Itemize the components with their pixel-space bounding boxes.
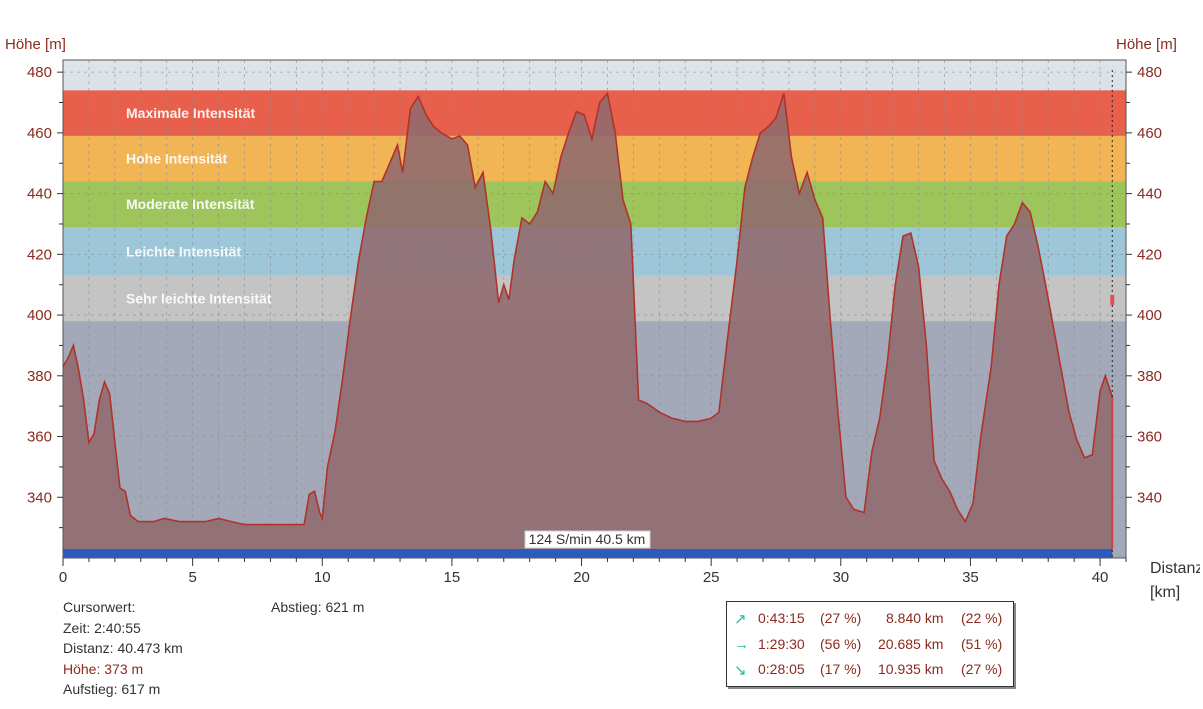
y-tick-label-right: 340	[1137, 489, 1162, 506]
y-tick-label-right: 440	[1137, 186, 1162, 203]
x-tick-label: 30	[832, 569, 849, 586]
intensity-zone-label: Sehr leichte Intensität	[126, 290, 272, 306]
y-tick-label-left: 360	[27, 429, 52, 446]
cursor-info-descent: Abstieg: 621 m	[271, 599, 365, 615]
stats-time: 0:43:15	[758, 610, 805, 626]
y-tick-label-right: 380	[1137, 368, 1162, 385]
stats-time-pct: (56 %)	[820, 636, 862, 652]
gradient-stats-box: ↗ 0:43:15 (27 %) 8.840 km (22 %) → 1:29:…	[726, 601, 1014, 687]
stats-row-flat: → 1:29:30 (56 %) 20.685 km (51 %)	[727, 636, 1013, 656]
stats-time: 0:28:05	[758, 661, 805, 677]
stats-distance-pct: (51 %)	[961, 636, 1003, 652]
cursor-info-time: Zeit: 2:40:55	[63, 619, 141, 636]
x-tick-label: 15	[444, 569, 461, 586]
uphill-arrow-icon: ↗	[734, 611, 747, 628]
cursor-marker	[1110, 294, 1115, 305]
y-tick-label-left: 340	[27, 489, 52, 506]
y-tick-label-left: 440	[27, 186, 52, 203]
stats-time-pct: (27 %)	[820, 610, 862, 626]
stats-distance: 8.840 km	[886, 610, 944, 626]
x-axis-title: Distanz [km]	[1150, 560, 1200, 601]
stats-distance: 20.685 km	[878, 636, 944, 652]
stats-distance: 10.935 km	[878, 661, 944, 677]
x-tick-label: 25	[703, 569, 720, 586]
cursor-info-elevation: Höhe: 373 m	[63, 660, 144, 677]
y-axis-title-left: Höhe [m]	[5, 36, 66, 53]
y-tick-label-left: 480	[27, 64, 52, 81]
y-tick-label-right: 400	[1137, 307, 1162, 324]
x-tick-label: 5	[188, 569, 196, 586]
stats-distance-pct: (27 %)	[961, 661, 1003, 677]
stats-distance-pct: (22 %)	[961, 610, 1003, 626]
plot-frame	[62, 59, 1127, 559]
stats-row-downhill: ↘ 0:28:05 (17 %) 10.935 km (27 %)	[727, 661, 1013, 681]
cursor-info-ascent: Aufstieg: 617 m	[63, 681, 161, 697]
x-tick-label: 20	[573, 569, 590, 586]
cursor-info-title: Cursorwert:	[63, 599, 136, 615]
flat-arrow-icon: →	[734, 636, 749, 653]
elevation-line	[62, 91, 1114, 526]
y-tick-label-right: 360	[1137, 429, 1162, 446]
elevation-area	[63, 93, 1113, 559]
intensity-zone-label: Moderate Intensität	[126, 196, 255, 212]
x-tick-label: 40	[1092, 569, 1109, 586]
cursor-info-panel: Cursorwert: Zeit: 2:40:55 Distanz: 40.47…	[63, 597, 183, 700]
intensity-zone-label: Maximale Intensität	[126, 105, 255, 121]
y-tick-label-left: 460	[27, 125, 52, 142]
downhill-arrow-icon: ↘	[734, 662, 747, 679]
intensity-zone-label: Leichte Intensität	[126, 243, 241, 259]
y-tick-label-right: 480	[1137, 64, 1162, 81]
y-tick-label-right: 420	[1137, 246, 1162, 263]
x-tick-label: 35	[962, 569, 979, 586]
y-tick-label-left: 400	[27, 307, 52, 324]
y-tick-label-left: 420	[27, 246, 52, 263]
y-tick-label-right: 460	[1137, 125, 1162, 142]
stats-time-pct: (17 %)	[820, 661, 862, 677]
x-tick-label: 10	[314, 569, 331, 586]
intensity-zone-label: Hohe Intensität	[126, 151, 227, 167]
y-tick-label-left: 380	[27, 368, 52, 385]
cadence-label: 124 S/min 40.5 km	[529, 531, 646, 547]
y-axis-title-right: Höhe [m]	[1116, 36, 1177, 53]
cursor-info-distance: Distanz: 40.473 km	[63, 640, 183, 656]
stats-row-uphill: ↗ 0:43:15 (27 %) 8.840 km (22 %)	[727, 610, 1013, 630]
x-tick-label: 0	[59, 569, 67, 586]
cadence-label-box	[524, 530, 651, 549]
stats-time: 1:29:30	[758, 636, 805, 652]
cadence-bar	[63, 549, 1113, 558]
